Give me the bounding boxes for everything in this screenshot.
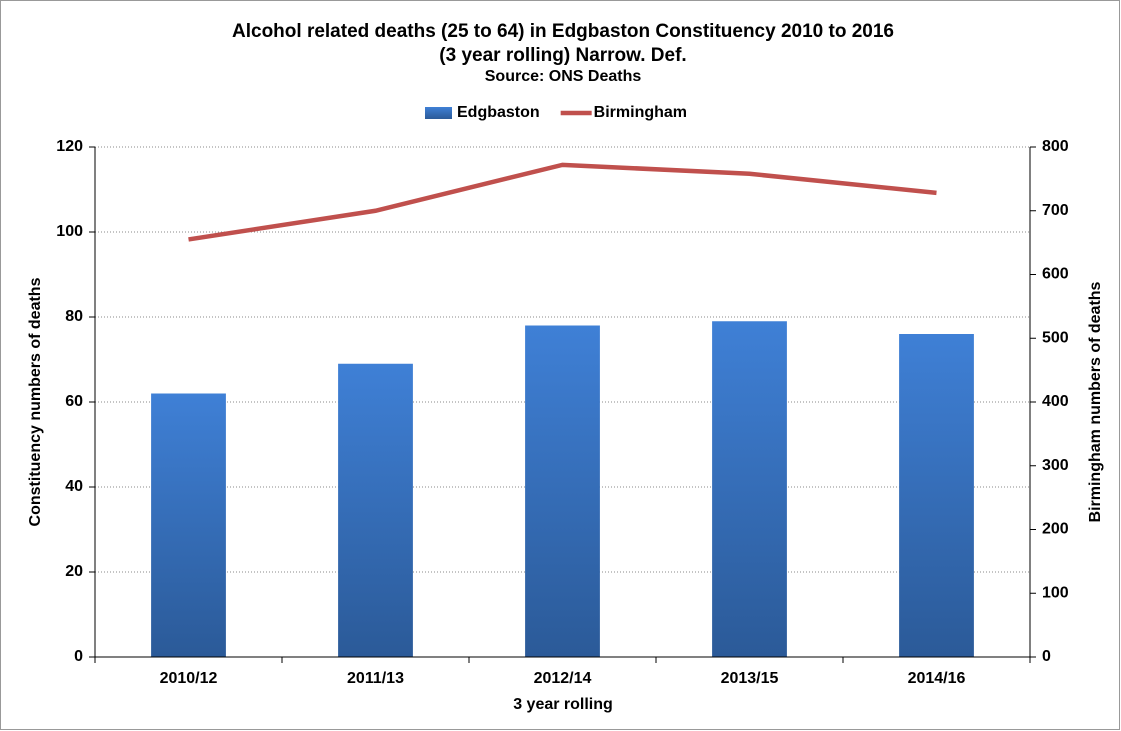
chart-title: (3 year rolling) Narrow. Def. [439,45,686,66]
y-tick-label: 40 [65,478,83,495]
line [188,162,937,242]
x-axis-label: 3 year rolling [513,696,613,713]
bar [338,363,413,657]
legend-label: Birmingham [594,104,687,121]
y-tick-label: 0 [74,648,83,665]
x-tick-label: 2011/13 [347,670,404,687]
x-tick-label: 2010/12 [160,670,218,687]
y-tick-label: 80 [65,308,83,325]
bar [712,321,787,657]
y2-axis-label: Birmingham numbers of deaths [1087,281,1104,522]
y-tick-label: 60 [65,393,83,410]
legend-label: Edgbaston [457,104,540,121]
y2-tick-label: 700 [1042,202,1069,219]
y2-tick-label: 200 [1042,521,1069,538]
chart-subtitle: Source: ONS Deaths [485,68,642,85]
bar [525,325,600,657]
x-tick-label: 2014/16 [908,670,966,687]
chart-title: Alcohol related deaths (25 to 64) in Edg… [232,21,894,42]
y-tick-label: 100 [56,223,83,240]
y2-tick-label: 800 [1042,138,1069,155]
y2-tick-label: 100 [1042,584,1069,601]
y-tick-label: 120 [56,138,83,155]
y2-tick-label: 500 [1042,329,1069,346]
y-tick-label: 20 [65,563,83,580]
y2-tick-label: 600 [1042,266,1069,283]
y-axis-label: Constituency numbers of deaths [27,277,44,526]
y2-tick-label: 0 [1042,648,1051,665]
x-tick-label: 2013/15 [721,670,779,687]
bar [899,334,974,657]
bar [151,393,226,657]
x-tick-label: 2012/14 [534,670,592,687]
y2-tick-label: 400 [1042,393,1069,410]
y2-tick-label: 300 [1042,457,1069,474]
legend-swatch [425,107,452,119]
